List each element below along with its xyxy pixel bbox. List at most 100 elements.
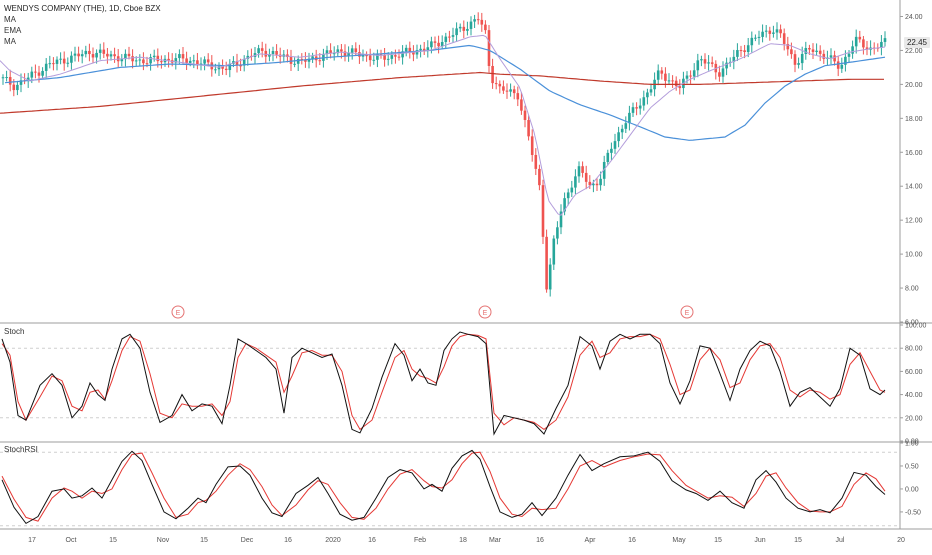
stochrsi-pane-title[interactable]: StochRSI <box>4 445 38 454</box>
price-candle <box>66 57 70 68</box>
price-candle <box>509 83 512 97</box>
price-candle <box>642 90 646 111</box>
price-candle <box>462 20 466 39</box>
price-candle <box>613 133 617 154</box>
price-candle <box>347 46 350 62</box>
price-candle <box>275 44 278 59</box>
price-candle <box>545 229 548 293</box>
price-candle <box>476 12 480 25</box>
ma-fast-line <box>0 34 886 216</box>
price-candle <box>397 49 401 61</box>
earnings-marker: E <box>478 305 492 319</box>
indicator-ema-label[interactable]: EMA <box>4 26 22 35</box>
price-candle <box>444 32 448 50</box>
price-candle <box>217 62 221 76</box>
price-candle <box>858 30 862 43</box>
time-axis-label: 15 <box>109 537 117 544</box>
price-candle <box>109 50 113 61</box>
price-candle <box>426 40 430 58</box>
price-candle <box>523 105 527 128</box>
price-candle <box>505 83 509 99</box>
price-candle <box>736 43 739 62</box>
price-candle <box>16 80 19 96</box>
price-candle <box>556 221 559 245</box>
price-candle <box>660 67 664 80</box>
price-candle <box>656 64 660 86</box>
last-price-tag: 22.45 <box>903 37 930 48</box>
price-candle <box>786 36 790 56</box>
price-candle <box>869 40 872 56</box>
price-candle <box>750 31 754 53</box>
price-candle <box>455 22 458 43</box>
price-candle <box>588 175 592 189</box>
indicator-ma-slow-label[interactable]: MA <box>4 37 16 46</box>
price-candle <box>811 43 815 60</box>
price-candle <box>84 45 88 58</box>
price-candle <box>178 49 181 64</box>
price-candle <box>602 155 606 186</box>
stoch-axis-tick-label: 20.00 <box>905 415 923 422</box>
price-candle <box>865 40 869 56</box>
price-candle <box>167 52 170 68</box>
ema-line <box>4 44 886 141</box>
price-candle <box>674 76 678 91</box>
price-candle <box>635 102 638 116</box>
price-candle <box>818 45 822 62</box>
chart-legend: WENDYS COMPANY (THE), 1D, Cboe BZX MA EM… <box>4 3 161 47</box>
price-candle <box>300 53 304 65</box>
price-candle <box>52 57 55 71</box>
price-candle <box>620 124 624 139</box>
price-candle <box>516 86 520 107</box>
price-candle <box>458 23 462 33</box>
price-candle <box>152 49 156 62</box>
stoch-axis-tick-label: 40.00 <box>905 392 923 399</box>
price-candle <box>563 192 566 216</box>
price-candle <box>473 14 476 28</box>
price-candle <box>44 58 48 79</box>
price-candle <box>606 149 610 166</box>
price-candle <box>840 57 844 73</box>
price-candle <box>401 45 404 65</box>
price-scale[interactable]: 24.00 22.00 20.00 18.00 16.00 14.00 12.00 10.00… <box>900 14 927 516</box>
price-candle <box>131 49 134 69</box>
stoch-pane-title[interactable]: Stoch <box>4 327 25 336</box>
price-candle <box>350 45 354 60</box>
time-axis-label: 2020 <box>325 537 341 544</box>
price-candle <box>487 24 491 73</box>
indicator-ma-label[interactable]: MA <box>4 15 16 24</box>
price-candle <box>138 54 142 67</box>
price-candle <box>311 52 314 63</box>
price-candle <box>790 42 793 59</box>
price-candle <box>703 53 707 69</box>
price-candle <box>617 126 620 148</box>
price-candle <box>199 57 203 71</box>
price-candle <box>836 56 840 77</box>
price-candle <box>610 142 613 161</box>
time-axis-label: Mar <box>489 537 502 544</box>
price-candle <box>55 56 59 71</box>
price-candle <box>206 53 210 67</box>
price-candle <box>559 204 563 235</box>
price-axis-tick-label: 20.00 <box>905 82 923 89</box>
price-candle <box>91 47 95 63</box>
price-candle <box>48 55 52 69</box>
time-axis-label: May <box>672 537 686 544</box>
price-candle <box>498 80 502 94</box>
time-scale[interactable]: 17 Oct 15 Nov 15 Dec 16 2020 16 Feb 18 Mar 16 Apr 16 Ma… <box>28 537 905 544</box>
price-candle <box>365 51 368 62</box>
svg-text:E: E <box>685 310 690 317</box>
symbol-title[interactable]: WENDYS COMPANY (THE), 1D, Cboe BZX <box>4 4 161 13</box>
price-candle <box>854 29 858 54</box>
price-candle <box>98 43 102 60</box>
time-axis-label: Feb <box>414 537 426 544</box>
price-candle <box>448 30 451 43</box>
price-candle <box>566 188 570 206</box>
price-candle <box>408 41 412 59</box>
stochrsi-axis-tick-label: 0.00 <box>905 486 919 493</box>
price-candle <box>196 53 199 70</box>
time-axis-label: Jul <box>836 537 845 544</box>
price-candle <box>336 45 340 57</box>
